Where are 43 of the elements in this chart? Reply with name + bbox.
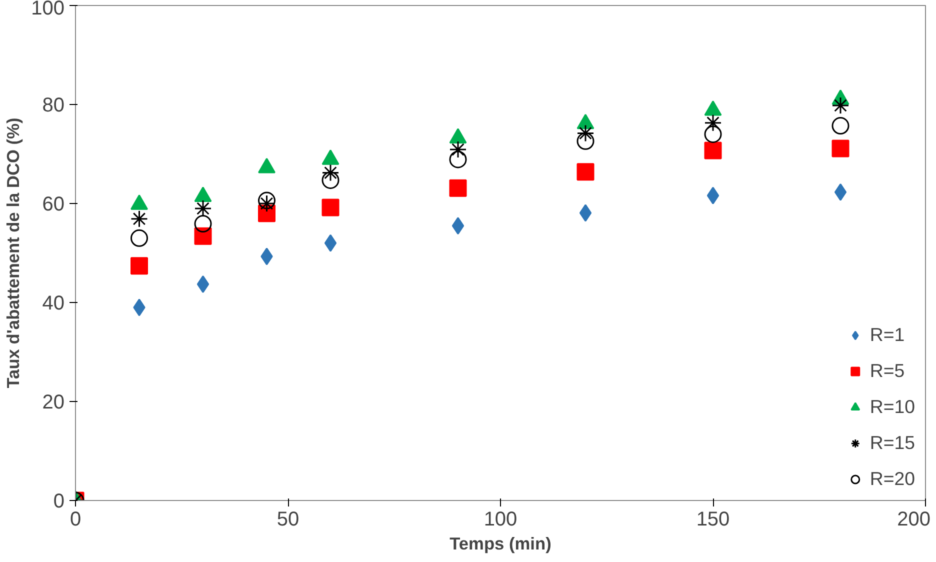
point [194, 215, 212, 233]
point [194, 227, 212, 245]
point [704, 142, 722, 160]
point [449, 179, 467, 197]
point [832, 117, 850, 135]
x-tick-label: 150 [696, 508, 730, 530]
point [258, 194, 276, 212]
point [449, 150, 467, 168]
x-tick-label: 0 [70, 508, 82, 530]
point [449, 140, 467, 158]
legend-label: R=5 [870, 360, 905, 382]
point [196, 275, 210, 293]
y-axis-title: Taux d'abattement de la DCO (%) [3, 118, 24, 388]
legend-label: R=20 [870, 468, 915, 490]
point [452, 217, 464, 235]
y-tick-label: 80 [42, 94, 65, 116]
point [322, 198, 340, 216]
x-tick-label: 50 [276, 508, 300, 530]
x-tick-label: 100 [484, 508, 518, 530]
x-tick-label: 200 [897, 508, 931, 530]
point [704, 114, 722, 132]
point [324, 234, 337, 252]
y-tick-label: 20 [42, 392, 65, 414]
point [706, 186, 720, 204]
y-tick-label: 40 [42, 292, 65, 314]
y-tick-label: 100 [31, 0, 65, 20]
point [576, 163, 594, 181]
point [704, 125, 722, 143]
legend-label: R=15 [870, 432, 915, 454]
point [130, 229, 148, 247]
point [258, 192, 276, 210]
legend-label: R=10 [870, 396, 915, 418]
point [579, 204, 592, 222]
point [130, 257, 148, 275]
y-tick-label: 0 [53, 490, 64, 512]
y-tick-label: 60 [42, 194, 65, 216]
point [832, 96, 850, 114]
x-axis-title: Temps (min) [450, 534, 552, 554]
point [832, 140, 850, 158]
point [130, 210, 148, 228]
legend-label: R=1 [870, 324, 905, 346]
point [834, 183, 847, 201]
point [194, 200, 212, 218]
